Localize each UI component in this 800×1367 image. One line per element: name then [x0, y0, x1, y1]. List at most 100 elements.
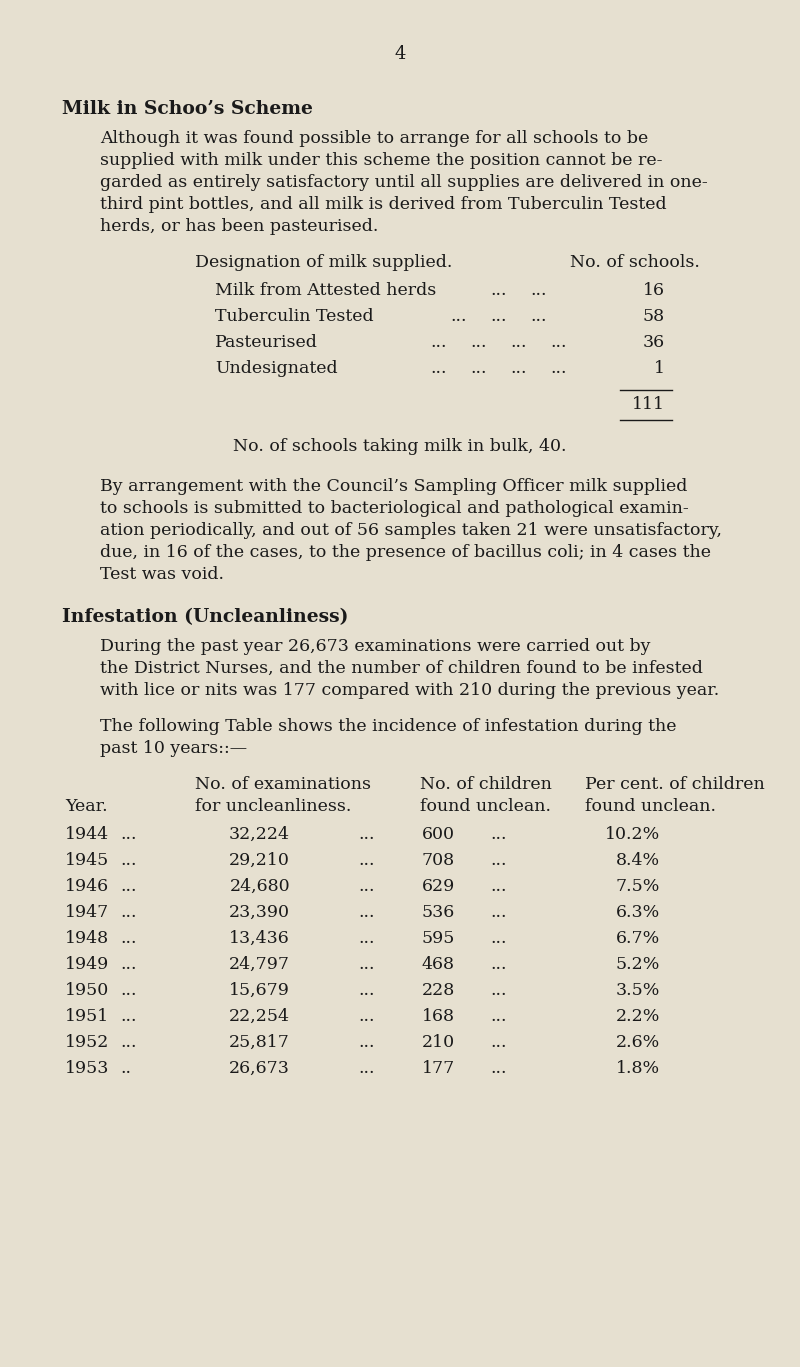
Text: 23,390: 23,390: [229, 904, 290, 921]
Text: the District Nurses, and the number of children found to be infested: the District Nurses, and the number of c…: [100, 660, 703, 677]
Text: 36: 36: [643, 334, 665, 351]
Text: ...: ...: [550, 334, 566, 351]
Text: 1952: 1952: [65, 1033, 110, 1051]
Text: ...: ...: [430, 334, 446, 351]
Text: 7.5%: 7.5%: [616, 878, 660, 895]
Text: 22,254: 22,254: [229, 1007, 290, 1025]
Text: ...: ...: [120, 1007, 137, 1025]
Text: 600: 600: [422, 826, 455, 843]
Text: ...: ...: [510, 360, 526, 377]
Text: ...: ...: [358, 1007, 374, 1025]
Text: 1948: 1948: [65, 930, 109, 947]
Text: ...: ...: [120, 852, 137, 869]
Text: 629: 629: [422, 878, 455, 895]
Text: ...: ...: [358, 956, 374, 973]
Text: ...: ...: [490, 826, 506, 843]
Text: ...: ...: [470, 334, 486, 351]
Text: ...: ...: [120, 904, 137, 921]
Text: 24,680: 24,680: [230, 878, 290, 895]
Text: ...: ...: [490, 1007, 506, 1025]
Text: 168: 168: [422, 1007, 455, 1025]
Text: 595: 595: [422, 930, 455, 947]
Text: 58: 58: [643, 308, 665, 325]
Text: 228: 228: [422, 982, 455, 999]
Text: 708: 708: [422, 852, 455, 869]
Text: ...: ...: [490, 930, 506, 947]
Text: ...: ...: [490, 956, 506, 973]
Text: 1953: 1953: [65, 1059, 110, 1077]
Text: third pint bottles, and all milk is derived from Tuberculin Tested: third pint bottles, and all milk is deri…: [100, 195, 666, 213]
Text: During the past year 26,673 examinations were carried out by: During the past year 26,673 examinations…: [100, 638, 650, 655]
Text: ...: ...: [550, 360, 566, 377]
Text: Milk from Attested herds: Milk from Attested herds: [215, 282, 436, 299]
Text: ...: ...: [120, 930, 137, 947]
Text: ...: ...: [450, 308, 466, 325]
Text: to schools is submitted to bacteriological and pathological examin­: to schools is submitted to bacteriologic…: [100, 500, 689, 517]
Text: 468: 468: [422, 956, 455, 973]
Text: 3.5%: 3.5%: [616, 982, 660, 999]
Text: ...: ...: [490, 282, 506, 299]
Text: 8.4%: 8.4%: [616, 852, 660, 869]
Text: 32,224: 32,224: [229, 826, 290, 843]
Text: 29,210: 29,210: [229, 852, 290, 869]
Text: The following Table shows the incidence of infestation during the: The following Table shows the incidence …: [100, 718, 677, 735]
Text: ...: ...: [530, 308, 546, 325]
Text: Although it was found possible to arrange for all schools to be: Although it was found possible to arrang…: [100, 130, 648, 148]
Text: Milk in Schoo’s Scheme: Milk in Schoo’s Scheme: [62, 100, 313, 118]
Text: 1947: 1947: [65, 904, 110, 921]
Text: ..: ..: [120, 1059, 131, 1077]
Text: 111: 111: [632, 396, 665, 413]
Text: By arrangement with the Council’s Sampling Officer milk supplied: By arrangement with the Council’s Sampli…: [100, 478, 687, 495]
Text: 1945: 1945: [65, 852, 110, 869]
Text: with lice or nits was 177 compared with 210 during the previous year.: with lice or nits was 177 compared with …: [100, 682, 719, 699]
Text: 26,673: 26,673: [229, 1059, 290, 1077]
Text: 177: 177: [422, 1059, 455, 1077]
Text: ...: ...: [530, 282, 546, 299]
Text: ...: ...: [490, 852, 506, 869]
Text: Year.: Year.: [65, 798, 108, 815]
Text: ...: ...: [490, 1033, 506, 1051]
Text: 2.2%: 2.2%: [616, 1007, 660, 1025]
Text: ...: ...: [510, 334, 526, 351]
Text: 15,679: 15,679: [229, 982, 290, 999]
Text: 1946: 1946: [65, 878, 109, 895]
Text: 1950: 1950: [65, 982, 110, 999]
Text: Designation of milk supplied.: Designation of milk supplied.: [195, 254, 452, 271]
Text: 16: 16: [643, 282, 665, 299]
Text: past 10 years::—: past 10 years::—: [100, 740, 247, 757]
Text: No. of examinations: No. of examinations: [195, 776, 371, 793]
Text: 10.2%: 10.2%: [605, 826, 660, 843]
Text: 1951: 1951: [65, 1007, 110, 1025]
Text: ...: ...: [120, 1033, 137, 1051]
Text: 1.8%: 1.8%: [616, 1059, 660, 1077]
Text: ...: ...: [490, 904, 506, 921]
Text: ...: ...: [430, 360, 446, 377]
Text: 13,436: 13,436: [230, 930, 290, 947]
Text: ...: ...: [120, 982, 137, 999]
Text: Tuberculin Tested: Tuberculin Tested: [215, 308, 374, 325]
Text: 536: 536: [422, 904, 455, 921]
Text: ...: ...: [358, 982, 374, 999]
Text: ...: ...: [490, 1059, 506, 1077]
Text: ...: ...: [358, 878, 374, 895]
Text: ...: ...: [490, 982, 506, 999]
Text: 2.6%: 2.6%: [616, 1033, 660, 1051]
Text: Test was void.: Test was void.: [100, 566, 224, 582]
Text: No. of children: No. of children: [420, 776, 552, 793]
Text: 5.2%: 5.2%: [616, 956, 660, 973]
Text: for uncleanliness.: for uncleanliness.: [195, 798, 351, 815]
Text: ...: ...: [490, 878, 506, 895]
Text: 6.7%: 6.7%: [616, 930, 660, 947]
Text: ...: ...: [120, 956, 137, 973]
Text: 6.3%: 6.3%: [616, 904, 660, 921]
Text: 4: 4: [394, 45, 406, 63]
Text: Pasteurised: Pasteurised: [215, 334, 318, 351]
Text: ...: ...: [358, 904, 374, 921]
Text: ...: ...: [490, 308, 506, 325]
Text: found unclean.: found unclean.: [420, 798, 551, 815]
Text: ...: ...: [358, 930, 374, 947]
Text: No. of schools.: No. of schools.: [570, 254, 700, 271]
Text: 1: 1: [654, 360, 665, 377]
Text: ation periodically, and out of 56 samples taken 21 were unsatisfactory,: ation periodically, and out of 56 sample…: [100, 522, 722, 539]
Text: ...: ...: [358, 826, 374, 843]
